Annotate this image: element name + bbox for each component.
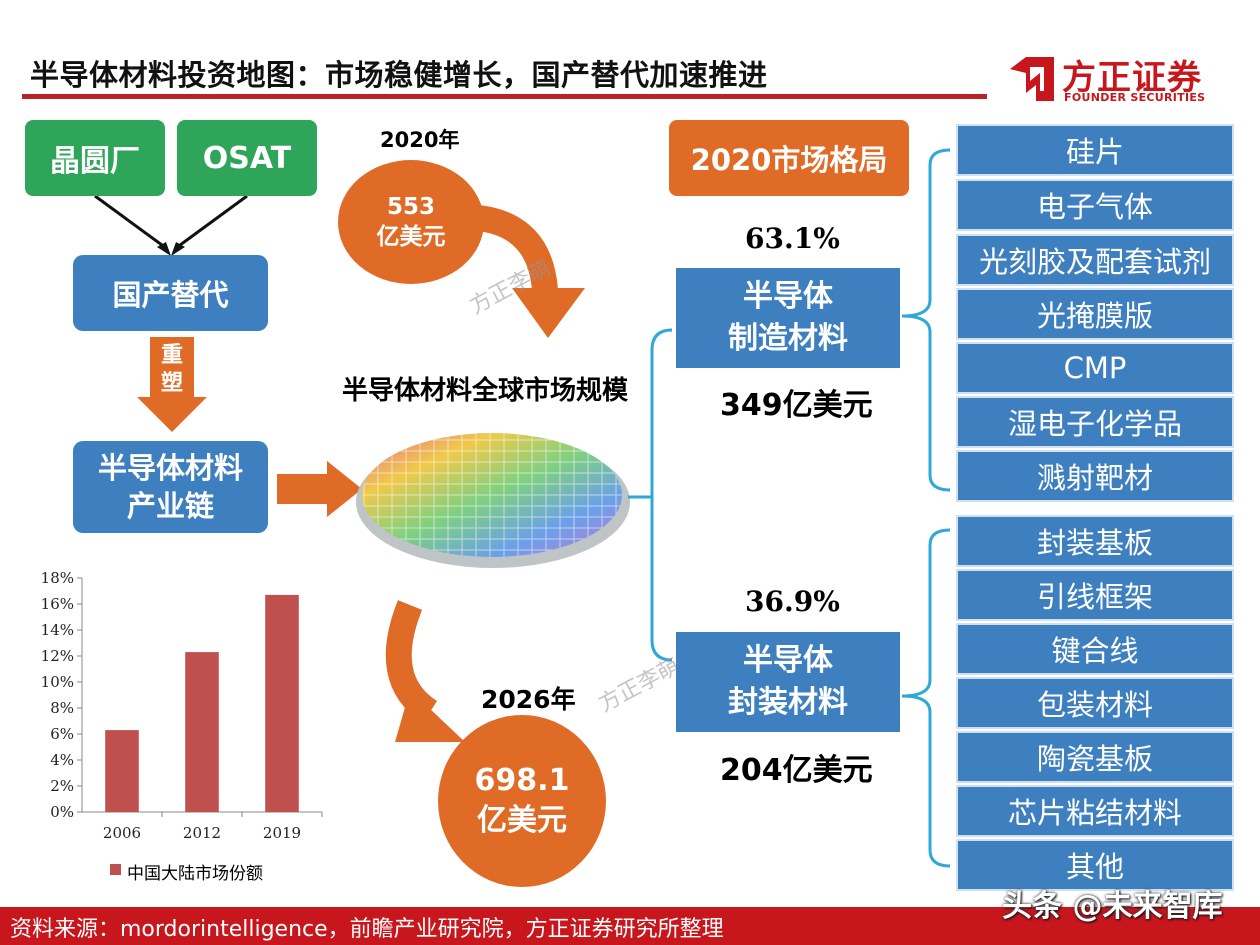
- mfg-line2: 制造材料: [728, 321, 848, 356]
- reshape-label: 重塑: [160, 343, 183, 396]
- list-item-pkg: 陶瓷基板: [956, 731, 1234, 783]
- list-item-pkg: 封装基板: [956, 515, 1234, 567]
- list-item-pkg: 包装材料: [956, 677, 1234, 729]
- bracket-packaging-list: [901, 528, 951, 868]
- bracket-manufacturing-list: [901, 148, 951, 492]
- y-tick-label: 14%: [41, 621, 74, 639]
- y-tick-label: 4%: [50, 751, 74, 769]
- pkg-line2: 封装材料: [728, 685, 848, 720]
- bar: [105, 730, 139, 812]
- y-tick-label: 8%: [50, 699, 74, 717]
- chain-right-arrow: [277, 461, 362, 517]
- value-2026-unit: 亿美元: [477, 803, 567, 838]
- curve-arrowhead-2020: [512, 288, 585, 338]
- market-2026-circle: 698.1 亿美元: [438, 715, 606, 887]
- list-item-pkg: 引线框架: [956, 569, 1234, 621]
- chain-line1: 半导体材料: [97, 451, 243, 485]
- list-item-pkg: 其他: [956, 839, 1234, 891]
- market-2020-circle: 553 亿美元: [338, 160, 484, 284]
- bar: [265, 594, 299, 812]
- wafer-fab-box: 晶圆厂: [25, 120, 165, 196]
- packaging-value: 204亿美元: [720, 753, 873, 788]
- y-tick-label: 0%: [50, 803, 74, 821]
- manufacturing-materials-box: 半导体 制造材料: [676, 268, 900, 368]
- logo-text-en: FOUNDER SECURITIES: [1064, 91, 1206, 104]
- chain-line2: 产业链: [126, 489, 214, 523]
- packaging-share: 36.9%: [745, 585, 840, 618]
- list-item-mfg: 溅射靶材: [956, 450, 1234, 502]
- list-item-mfg: 光刻胶及配套试剂: [956, 234, 1234, 286]
- value-2026-number: 698.1: [474, 763, 570, 798]
- y-tick-label: 10%: [41, 673, 74, 691]
- global-market-title: 半导体材料全球市场规模: [342, 376, 629, 406]
- pkg-line1: 半导体: [743, 643, 833, 678]
- footer-bar: [0, 907, 1260, 945]
- list-item-pkg: 键合线: [956, 623, 1234, 675]
- y-tick-label: 16%: [41, 595, 74, 613]
- title-underline: [22, 94, 987, 99]
- list-item-mfg: 光掩膜版: [956, 288, 1234, 340]
- arrow-osat-to-substitution: [175, 194, 248, 250]
- list-item-pkg: 芯片粘结材料: [956, 785, 1234, 837]
- packaging-materials-box: 半导体 封装材料: [676, 632, 900, 732]
- y-tick-label: 12%: [41, 647, 74, 665]
- value-2020-unit: 亿美元: [376, 224, 446, 250]
- industry-chain-box: 半导体材料 产业链: [73, 441, 268, 533]
- page-title: 半导体材料投资地图：市场稳健增长，国产替代加速推进: [30, 58, 768, 92]
- x-tick-label: 2012: [183, 824, 221, 838]
- x-tick-label: 2006: [103, 824, 141, 838]
- founder-logo-icon: [1010, 57, 1054, 101]
- arrowhead-left: [157, 242, 171, 256]
- source-note: 资料来源：mordorintelligence，前瞻产业研究院，方正证券研究所整…: [10, 917, 724, 942]
- bar: [185, 652, 219, 812]
- legend-label: 中国大陆市场份额: [127, 864, 263, 884]
- value-2020-number: 553: [386, 194, 435, 220]
- y-tick-label: 18%: [41, 569, 74, 587]
- year-2026-label: 2026年: [481, 685, 576, 714]
- osat-box: OSAT: [177, 120, 317, 196]
- list-item-mfg: 电子气体: [956, 179, 1234, 231]
- china-share-bar-chart: 0% 2% 4% 6% 8% 10% 12% 14% 16% 18% 2006 2012 2019: [41, 569, 323, 838]
- curve-arrow-2020: [476, 205, 558, 292]
- list-item-mfg: 硅片: [956, 124, 1234, 176]
- reshape-down-arrow: [137, 337, 207, 432]
- y-tick-label: 2%: [50, 777, 74, 795]
- mfg-line1: 半导体: [743, 279, 833, 314]
- market-2020-title-box: 2020市场格局: [669, 120, 909, 196]
- legend-swatch: [110, 864, 121, 875]
- manufacturing-share: 63.1%: [745, 222, 840, 255]
- y-tick-label: 6%: [50, 725, 74, 743]
- curve-arrowhead-2026: [395, 690, 465, 742]
- bracket-wafer-to-materials: [650, 328, 673, 662]
- list-item-mfg: CMP: [956, 342, 1234, 394]
- domestic-substitution-box: 国产替代: [73, 255, 268, 331]
- manufacturing-value: 349亿美元: [720, 388, 873, 423]
- x-tick-label: 2019: [263, 824, 301, 838]
- logo-text-cn: 方正证券: [1062, 58, 1202, 98]
- list-item-mfg: 湿电子化学品: [956, 396, 1234, 448]
- arrow-wafer-to-substitution: [94, 194, 167, 250]
- platform-watermark: 头条 @未来智库: [1002, 889, 1223, 924]
- arrowhead-right: [171, 242, 185, 256]
- year-2020-label: 2020年: [380, 128, 460, 152]
